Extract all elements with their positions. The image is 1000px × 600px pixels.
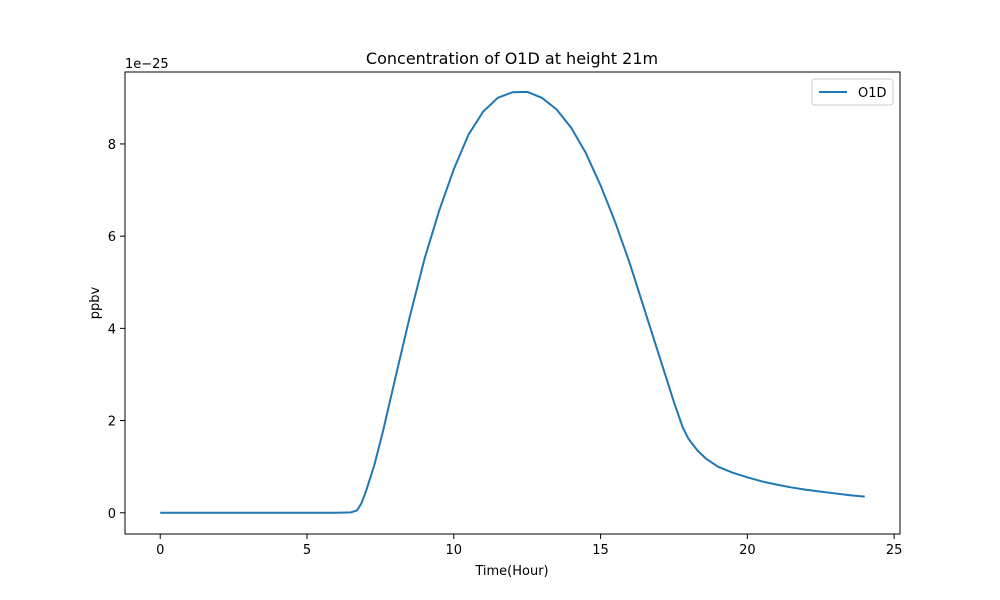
legend-label: O1D bbox=[858, 86, 887, 101]
x-tick-label: 0 bbox=[156, 543, 164, 558]
y-tick-label: 4 bbox=[108, 322, 116, 337]
plot-area bbox=[160, 90, 865, 514]
x-tick-label: 20 bbox=[739, 543, 756, 558]
y-tick-label: 6 bbox=[108, 230, 116, 245]
legend-box bbox=[811, 78, 894, 106]
chart-title: Concentration of O1D at height 21m bbox=[366, 49, 658, 68]
x-tick-label: 10 bbox=[446, 543, 463, 558]
y-tick-label: 0 bbox=[108, 507, 116, 522]
axis-ticks: 0 5 10 15 20 25 0 2 4 6 8 bbox=[108, 138, 903, 558]
y-axis-label: ppbv bbox=[88, 286, 103, 319]
legend: O1D bbox=[811, 78, 894, 106]
y-tick-label: 2 bbox=[108, 415, 116, 430]
x-tick-label: 15 bbox=[592, 543, 609, 558]
x-tick-label: 5 bbox=[303, 543, 311, 558]
plot-frame bbox=[124, 71, 901, 535]
x-axis-label: Time(Hour) bbox=[474, 564, 548, 579]
y-tick-label: 8 bbox=[108, 138, 116, 153]
x-tick-label: 25 bbox=[886, 543, 903, 558]
series-line-o1d bbox=[160, 90, 865, 514]
y-offset-text: 1e−25 bbox=[125, 57, 169, 72]
